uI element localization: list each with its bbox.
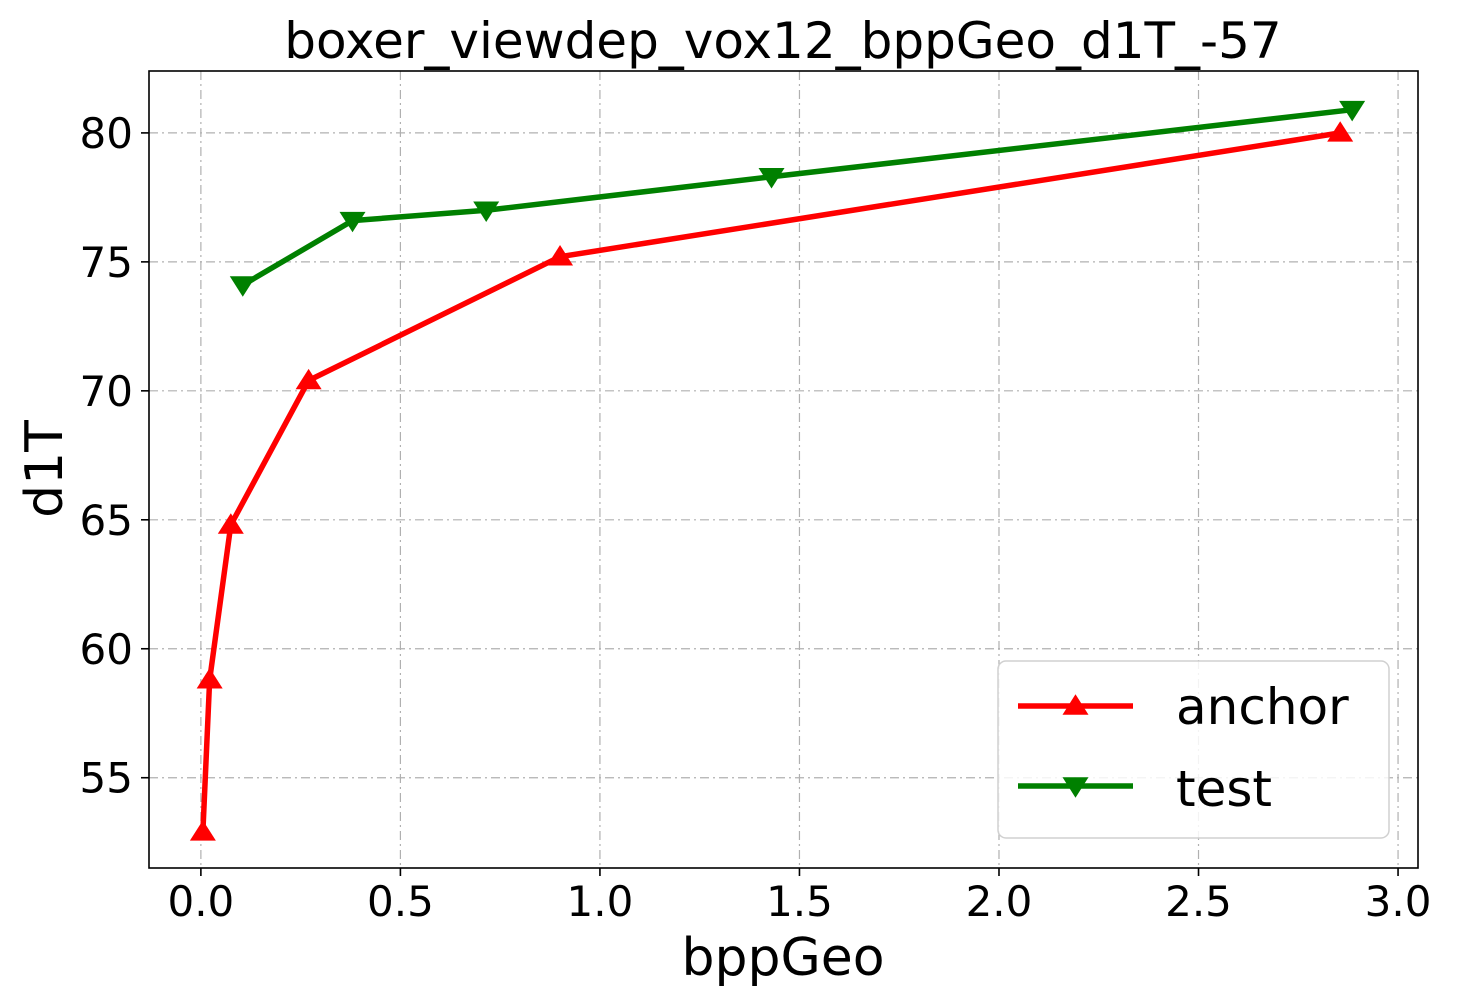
ticks: 0.0 0.5 1.0 1.5 2.0 2.5 3.0 55 60 65 70 75 80 — [80, 109, 1432, 926]
x-tick-label: 1.0 — [567, 877, 634, 926]
series-line-test — [240, 106, 1355, 288]
x-tick-label: 1.5 — [766, 877, 833, 926]
legend-label-test: test — [1176, 760, 1272, 818]
data-point-test — [339, 211, 366, 233]
grid — [149, 71, 1418, 868]
x-tick-label: 2.5 — [1165, 877, 1232, 926]
series-line-anchor — [200, 130, 1343, 835]
x-axis-label: bppGeo — [681, 928, 884, 988]
y-tick-label: 75 — [80, 238, 133, 287]
y-tick-label: 80 — [80, 109, 133, 158]
x-tick-label: 0.5 — [367, 877, 434, 926]
x-tick-label: 3.0 — [1365, 877, 1432, 926]
legend-marker-test — [1062, 777, 1089, 798]
data-point-anchor — [189, 820, 216, 841]
data-point-test — [229, 276, 256, 297]
y-tick-label: 55 — [80, 754, 133, 803]
chart-title: boxer_viewdep_vox12_bppGeo_d1T_-57 — [284, 12, 1281, 70]
legend-marker-anchor — [1062, 694, 1089, 715]
y-axis-label: d1T — [15, 420, 75, 518]
data-point-anchor — [196, 668, 223, 689]
legend-label-anchor: anchor — [1176, 678, 1349, 736]
y-tick-label: 60 — [80, 625, 133, 674]
data-point-test — [473, 201, 500, 222]
y-tick-label: 70 — [80, 367, 133, 416]
data-point-anchor — [1327, 121, 1354, 142]
x-tick-label: 2.0 — [966, 877, 1033, 926]
series-layer — [189, 100, 1366, 841]
legend: anchor test — [997, 660, 1390, 839]
plot-area-frame — [148, 70, 1419, 869]
data-point-anchor — [295, 368, 322, 390]
data-point-test — [1339, 100, 1366, 122]
x-tick-label: 0.0 — [167, 877, 234, 926]
y-tick-label: 65 — [80, 496, 133, 545]
data-point-anchor — [547, 245, 574, 266]
data-point-anchor — [217, 513, 244, 534]
data-point-test — [758, 167, 785, 189]
